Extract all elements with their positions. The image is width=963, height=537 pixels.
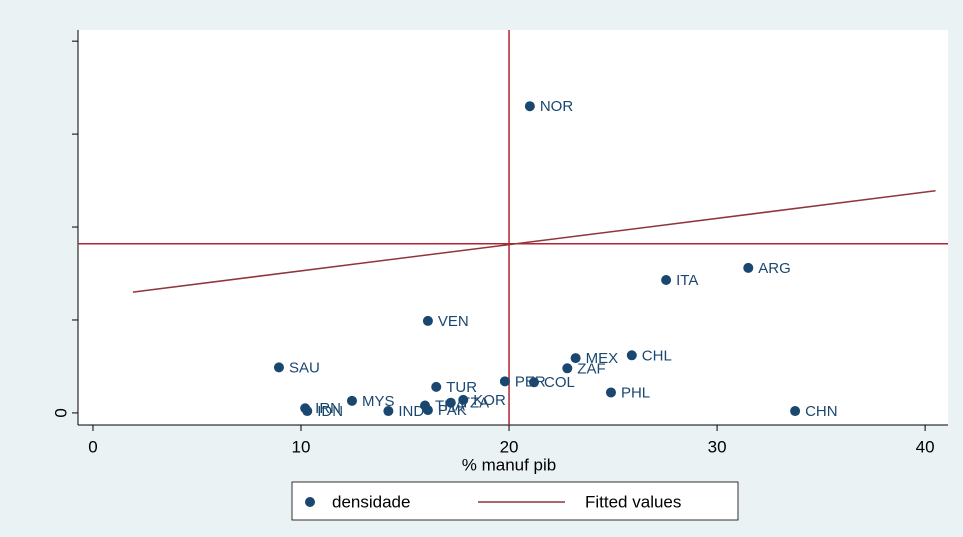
legend	[291, 481, 739, 521]
point	[458, 394, 469, 405]
point-label: ARG	[758, 260, 791, 277]
point	[431, 381, 442, 392]
legend-label: Fitted values	[585, 492, 681, 511]
point	[346, 395, 357, 406]
point	[499, 376, 510, 387]
point-label: KOR	[473, 392, 506, 409]
point	[790, 406, 801, 417]
x-axis-title: % manuf pib	[462, 455, 557, 474]
x-tick-label: 0	[88, 437, 97, 456]
point	[626, 350, 637, 361]
point	[524, 101, 535, 112]
point	[273, 362, 284, 373]
point	[445, 397, 456, 408]
plot-region	[78, 30, 948, 425]
point-label: ITA	[676, 272, 698, 289]
x-tick-label: 40	[916, 437, 935, 456]
point	[605, 387, 616, 398]
point-label: CHN	[805, 403, 838, 420]
point-label: SAU	[289, 359, 320, 376]
point-label: MEX	[586, 350, 619, 367]
point	[661, 275, 672, 286]
point-label: VEN	[438, 313, 469, 330]
x-tick-label: 20	[500, 437, 519, 456]
point	[422, 405, 433, 416]
point	[743, 262, 754, 273]
point	[422, 315, 433, 326]
point-label: TUR	[446, 379, 477, 396]
point-label: CHL	[642, 347, 672, 364]
point-label: IDN	[317, 403, 343, 420]
x-tick-label: 10	[292, 437, 311, 456]
point	[529, 377, 540, 388]
point-label: IND	[398, 403, 424, 420]
legend-label: densidade	[332, 492, 410, 511]
point-label: IRN	[315, 400, 341, 417]
point	[383, 406, 394, 417]
point-label: COL	[544, 374, 575, 391]
point	[570, 353, 581, 364]
legend-marker	[305, 497, 315, 507]
point	[302, 406, 313, 417]
point	[562, 363, 573, 374]
fitted-line	[132, 190, 936, 293]
x-tick-label: 30	[708, 437, 727, 456]
point-label: PHL	[621, 384, 650, 401]
point-label: PAK	[438, 402, 467, 419]
y-tick-label: 0	[51, 408, 70, 417]
point-label: MYS	[362, 393, 395, 410]
point-label: THA	[435, 397, 465, 414]
point-label: TZA	[461, 395, 489, 412]
point-label: ZAF	[577, 360, 605, 377]
point-label: NOR	[540, 98, 574, 115]
